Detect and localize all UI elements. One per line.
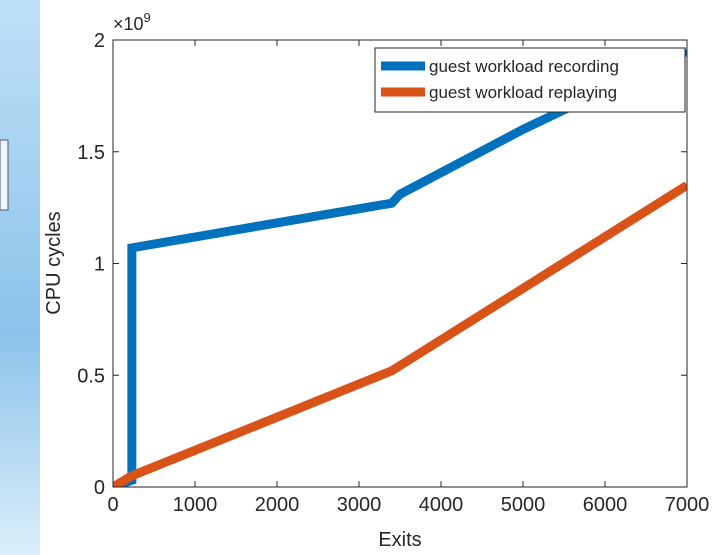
legend-label: guest workload recording (429, 57, 619, 76)
y-axis-label: CPU cycles (43, 211, 65, 314)
y-tick-label: 0.5 (77, 365, 105, 387)
y-tick-label: 2 (94, 30, 105, 52)
page: {"chart_data": { "type": "line", "xlabel… (0, 0, 722, 555)
side-panel (0, 140, 8, 210)
x-tick-label: 5000 (501, 494, 546, 516)
y-tick-label: 1 (94, 254, 105, 276)
x-axis-label: Exits (378, 529, 421, 551)
x-tick-label: 3000 (337, 494, 382, 516)
x-tick-label: 0 (107, 494, 118, 516)
legend-label: guest workload replaying (429, 83, 617, 102)
y-tick-label: 0 (94, 477, 105, 499)
x-tick-label: 1000 (173, 494, 218, 516)
x-tick-label: 6000 (583, 494, 628, 516)
x-tick-label: 2000 (255, 494, 300, 516)
chart: CPU cycles Exits ×109 guest workload rec… (0, 0, 722, 555)
y-tick-label: 1.5 (77, 142, 105, 164)
x-tick-label: 7000 (665, 494, 710, 516)
y-multiplier-exponent: 9 (144, 10, 151, 25)
x-tick-label: 4000 (419, 494, 464, 516)
y-multiplier-base: ×10 (113, 14, 144, 34)
legend: guest workload recording guest workload r… (375, 48, 685, 112)
